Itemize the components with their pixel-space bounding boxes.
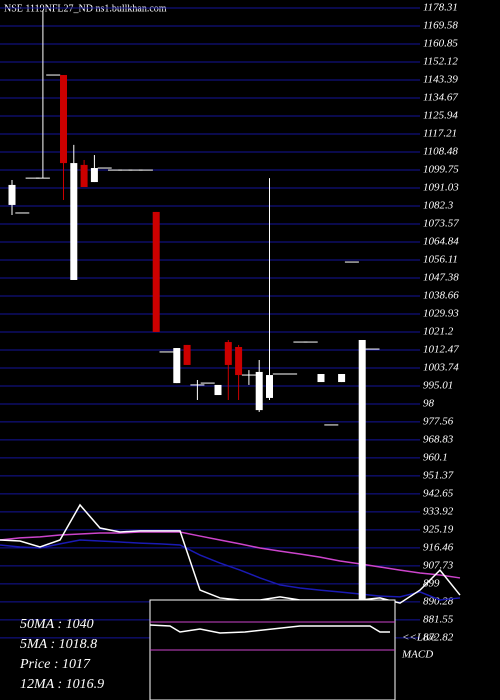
y-tick-label: 1021.2 (423, 325, 454, 337)
info-label: Price : 1017 (19, 657, 91, 672)
y-tick-label: 907.73 (423, 559, 454, 571)
y-tick-label: 1169.58 (423, 20, 458, 32)
y-tick-label: 1091.03 (423, 181, 459, 193)
y-tick-label: 977.56 (423, 415, 454, 427)
y-tick-label: 899 (423, 577, 440, 589)
y-tick-label: 1143.39 (423, 74, 458, 86)
candle-body (80, 164, 88, 187)
indicator-line (0, 503, 461, 604)
y-tick-label: 872.82 (423, 631, 454, 643)
y-tick-label: 890.28 (423, 595, 454, 607)
info-label: 5MA : 1018.8 (20, 637, 97, 652)
info-label: 12MA : 1016.9 (20, 677, 104, 692)
candle-body (338, 374, 346, 383)
candle-body (173, 348, 181, 384)
candle-body (90, 168, 98, 183)
y-tick-label: 960.1 (423, 451, 448, 463)
y-tick-label: 1178.31 (423, 2, 458, 14)
y-tick-label: 1125.94 (423, 110, 458, 122)
y-tick-label: 995.01 (423, 379, 453, 391)
candle-body (255, 371, 263, 411)
candle-body (235, 346, 243, 376)
indicator-line (0, 539, 461, 601)
y-tick-label: 925.19 (423, 523, 454, 535)
y-tick-label: 1099.75 (423, 164, 459, 176)
y-tick-label: 1029.93 (423, 307, 459, 319)
y-tick-label: 1082.3 (423, 199, 454, 211)
candle-body (70, 163, 78, 280)
y-tick-label: 1047.38 (423, 271, 459, 283)
y-tick-label: 968.83 (423, 433, 454, 445)
macd-line (149, 624, 390, 634)
y-tick-label: 98 (423, 397, 435, 409)
y-tick-label: 881.55 (423, 613, 454, 625)
y-tick-label: 1073.57 (423, 217, 459, 229)
y-tick-label: 1038.66 (423, 289, 459, 301)
y-tick-label: 1152.12 (423, 56, 458, 68)
candle-body (60, 75, 67, 164)
y-tick-label: 1012.47 (423, 343, 459, 355)
y-tick-label: 1108.48 (423, 146, 458, 158)
indicator-line (0, 531, 461, 579)
info-label: 50MA : 1040 (20, 617, 94, 632)
candle-body (152, 211, 160, 332)
candle-body (358, 339, 366, 700)
y-tick-label: 1003.74 (423, 361, 459, 373)
macd-label: <<Live (402, 632, 436, 644)
candle-body (266, 375, 273, 398)
y-tick-label: 933.92 (423, 505, 454, 517)
y-tick-label: 1064.84 (423, 235, 459, 247)
candle-body (214, 384, 222, 396)
candle-body (8, 184, 16, 205)
candle-body (183, 344, 191, 365)
macd-label: MACD (401, 649, 433, 661)
candle-body (224, 342, 232, 365)
candle-body (317, 374, 325, 383)
y-tick-label: 1134.67 (423, 92, 458, 104)
y-tick-label: 951.37 (423, 469, 454, 481)
y-tick-label: 1160.85 (423, 38, 458, 50)
y-tick-label: 942.65 (423, 487, 454, 499)
chart-title: NSE 1119NFL27_ND ns1.bullkhan.com (4, 3, 167, 14)
y-tick-label: 1117.21 (423, 128, 457, 140)
y-tick-label: 1056.11 (423, 253, 458, 265)
y-tick-label: 916.46 (423, 541, 454, 553)
